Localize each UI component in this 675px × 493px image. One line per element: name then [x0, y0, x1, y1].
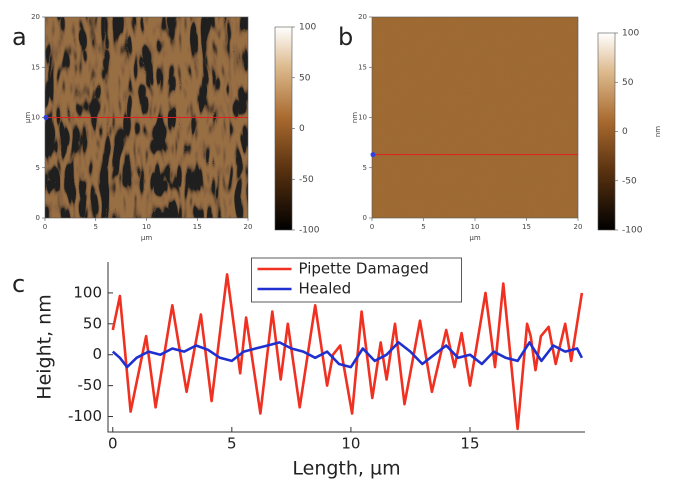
colorbar-tick-label: 100: [299, 23, 316, 33]
x-tick-label: 15: [460, 435, 479, 453]
y-tick-label: 0: [92, 345, 102, 363]
y-tick-label: 15: [358, 63, 367, 71]
x-tick-label: 5: [421, 223, 425, 231]
y-tick-label: 0: [363, 214, 367, 222]
x-axis-label: µm: [141, 234, 152, 242]
colorbar-tick-label: 50: [622, 78, 634, 88]
x-tick-label: 10: [142, 223, 151, 231]
x-tick-label: 5: [94, 223, 98, 231]
colorbar-tick-label: 50: [299, 73, 311, 83]
y-tick-label: 100: [73, 283, 102, 301]
colorbar-tick-label: -100: [622, 226, 643, 236]
x-tick-label: 0: [43, 223, 47, 231]
colorbar: [597, 32, 616, 231]
afm-image: [372, 17, 578, 218]
x-tick-label: 10: [471, 223, 480, 231]
series-line: [111, 341, 584, 369]
colorbar-tick-label: 100: [622, 29, 639, 39]
y-tick-label: 50: [83, 314, 102, 332]
y-tick-label: 10: [358, 114, 367, 122]
y-axis-label: Height, nm: [34, 294, 56, 399]
x-tick-label: 20: [574, 223, 583, 231]
y-tick-label: 20: [31, 13, 40, 21]
colorbar: [274, 26, 293, 231]
x-tick-label: 20: [244, 223, 253, 231]
colorbar-tick-label: -50: [299, 175, 314, 185]
x-axis-label: Length, µm: [292, 458, 400, 480]
y-tick-label: -100: [68, 407, 102, 425]
axes-frame: [107, 262, 585, 433]
y-tick-label: -50: [78, 376, 103, 394]
y-tick-label: 0: [36, 214, 40, 222]
x-tick-label: 0: [108, 435, 118, 453]
profile-start: [43, 115, 49, 120]
panel-label: c: [12, 270, 25, 298]
legend-box: [251, 257, 462, 303]
colorbar-tick-label: -50: [622, 176, 637, 186]
x-tick-label: 15: [193, 223, 202, 231]
colorbar-tick-label: 0: [622, 127, 628, 137]
y-axis-label: nm: [351, 112, 359, 123]
colorbar-tick-label: -100: [299, 226, 320, 236]
y-tick-label: 5: [36, 164, 40, 172]
y-tick-label: 5: [363, 164, 367, 172]
y-tick-label: 10: [31, 114, 40, 122]
colorbar-label: nm: [654, 126, 662, 137]
colorbar-tick-label: 0: [299, 124, 305, 134]
x-tick-label: 0: [370, 223, 374, 231]
profile-start: [370, 152, 376, 158]
y-tick-label: 20: [358, 13, 367, 21]
legend-label: Pipette Damaged: [299, 260, 429, 278]
panel-label: a: [12, 23, 27, 51]
y-tick-label: 15: [31, 63, 40, 71]
x-axis-label: µm: [469, 234, 480, 242]
x-tick-label: 10: [341, 435, 360, 453]
y-axis-label: µm: [24, 112, 32, 123]
legend-label: Healed: [299, 280, 352, 298]
x-tick-label: 15: [522, 223, 531, 231]
x-tick-label: 5: [227, 435, 237, 453]
panel-label: b: [338, 23, 353, 51]
series-line: [111, 273, 584, 431]
